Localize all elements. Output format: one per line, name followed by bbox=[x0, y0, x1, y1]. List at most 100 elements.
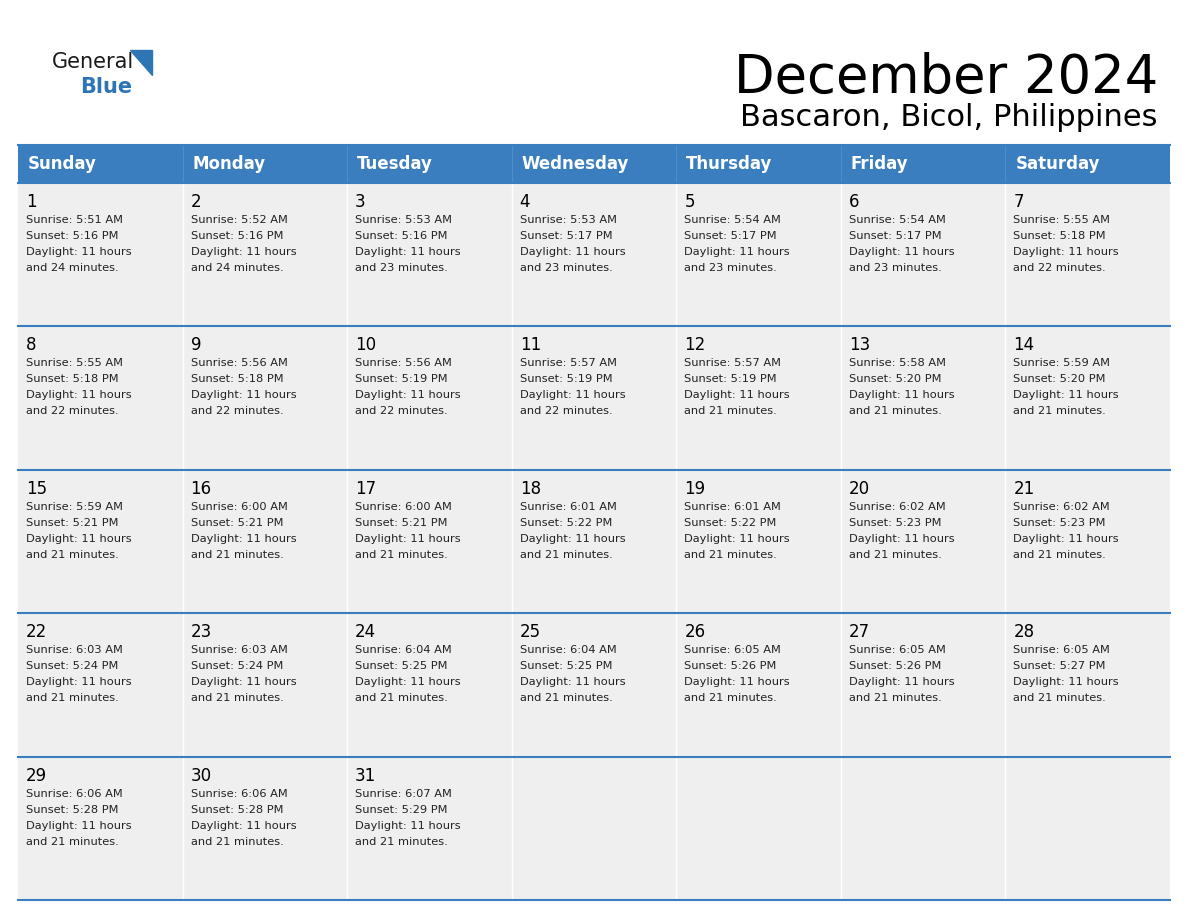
Text: Sunrise: 6:03 AM: Sunrise: 6:03 AM bbox=[190, 645, 287, 655]
Text: Sunset: 5:22 PM: Sunset: 5:22 PM bbox=[684, 518, 777, 528]
Text: Sunrise: 5:55 AM: Sunrise: 5:55 AM bbox=[1013, 215, 1111, 225]
Text: 25: 25 bbox=[519, 623, 541, 641]
Text: Sunset: 5:19 PM: Sunset: 5:19 PM bbox=[355, 375, 448, 385]
Text: Tuesday: Tuesday bbox=[358, 155, 432, 173]
Text: Sunrise: 6:05 AM: Sunrise: 6:05 AM bbox=[1013, 645, 1111, 655]
Text: and 21 minutes.: and 21 minutes. bbox=[190, 693, 283, 703]
Text: Sunset: 5:18 PM: Sunset: 5:18 PM bbox=[1013, 231, 1106, 241]
Text: Daylight: 11 hours: Daylight: 11 hours bbox=[519, 390, 625, 400]
Text: and 21 minutes.: and 21 minutes. bbox=[355, 836, 448, 846]
Text: and 22 minutes.: and 22 minutes. bbox=[355, 407, 448, 417]
Bar bbox=[183, 183, 347, 327]
Bar bbox=[676, 327, 841, 470]
Bar bbox=[841, 470, 1005, 613]
Text: 14: 14 bbox=[1013, 336, 1035, 354]
Text: 13: 13 bbox=[849, 336, 870, 354]
Text: Sunrise: 6:01 AM: Sunrise: 6:01 AM bbox=[684, 502, 782, 512]
Bar bbox=[841, 613, 1005, 756]
Bar bbox=[347, 756, 512, 900]
Text: Daylight: 11 hours: Daylight: 11 hours bbox=[26, 821, 132, 831]
Text: Sunrise: 6:00 AM: Sunrise: 6:00 AM bbox=[190, 502, 287, 512]
Text: and 21 minutes.: and 21 minutes. bbox=[26, 693, 119, 703]
Text: Daylight: 11 hours: Daylight: 11 hours bbox=[26, 247, 132, 257]
Bar bbox=[1005, 756, 1170, 900]
Text: 29: 29 bbox=[26, 767, 48, 785]
Text: 4: 4 bbox=[519, 193, 530, 211]
Text: Daylight: 11 hours: Daylight: 11 hours bbox=[190, 821, 296, 831]
Bar bbox=[512, 327, 676, 470]
Text: Daylight: 11 hours: Daylight: 11 hours bbox=[355, 677, 461, 688]
Text: 5: 5 bbox=[684, 193, 695, 211]
Text: Sunset: 5:23 PM: Sunset: 5:23 PM bbox=[849, 518, 941, 528]
Text: Sunset: 5:17 PM: Sunset: 5:17 PM bbox=[684, 231, 777, 241]
Text: Sunrise: 5:54 AM: Sunrise: 5:54 AM bbox=[684, 215, 782, 225]
Text: Sunrise: 5:52 AM: Sunrise: 5:52 AM bbox=[190, 215, 287, 225]
Text: and 21 minutes.: and 21 minutes. bbox=[684, 407, 777, 417]
Text: Sunset: 5:19 PM: Sunset: 5:19 PM bbox=[519, 375, 612, 385]
Text: and 21 minutes.: and 21 minutes. bbox=[26, 550, 119, 560]
Bar bbox=[18, 145, 1170, 183]
Text: Sunset: 5:21 PM: Sunset: 5:21 PM bbox=[355, 518, 448, 528]
Bar bbox=[18, 327, 183, 470]
Text: and 21 minutes.: and 21 minutes. bbox=[1013, 693, 1106, 703]
Text: Sunday: Sunday bbox=[29, 155, 97, 173]
Text: Friday: Friday bbox=[851, 155, 909, 173]
Text: and 24 minutes.: and 24 minutes. bbox=[26, 263, 119, 273]
Text: Daylight: 11 hours: Daylight: 11 hours bbox=[684, 390, 790, 400]
Text: 30: 30 bbox=[190, 767, 211, 785]
Text: Daylight: 11 hours: Daylight: 11 hours bbox=[519, 533, 625, 543]
Text: Monday: Monday bbox=[192, 155, 266, 173]
Text: and 21 minutes.: and 21 minutes. bbox=[849, 693, 942, 703]
Text: and 21 minutes.: and 21 minutes. bbox=[190, 550, 283, 560]
Text: Daylight: 11 hours: Daylight: 11 hours bbox=[519, 677, 625, 688]
Text: Sunrise: 5:56 AM: Sunrise: 5:56 AM bbox=[355, 358, 451, 368]
Bar bbox=[18, 470, 183, 613]
Text: and 23 minutes.: and 23 minutes. bbox=[684, 263, 777, 273]
Text: Daylight: 11 hours: Daylight: 11 hours bbox=[849, 677, 954, 688]
Bar bbox=[183, 613, 347, 756]
Text: and 24 minutes.: and 24 minutes. bbox=[190, 263, 283, 273]
Text: and 21 minutes.: and 21 minutes. bbox=[26, 836, 119, 846]
Text: 26: 26 bbox=[684, 623, 706, 641]
Bar bbox=[347, 183, 512, 327]
Text: December 2024: December 2024 bbox=[734, 52, 1158, 104]
Text: Sunrise: 6:05 AM: Sunrise: 6:05 AM bbox=[684, 645, 782, 655]
Text: Sunset: 5:20 PM: Sunset: 5:20 PM bbox=[1013, 375, 1106, 385]
Bar bbox=[183, 327, 347, 470]
Text: and 23 minutes.: and 23 minutes. bbox=[355, 263, 448, 273]
Text: Sunset: 5:20 PM: Sunset: 5:20 PM bbox=[849, 375, 941, 385]
Text: and 21 minutes.: and 21 minutes. bbox=[684, 693, 777, 703]
Bar bbox=[841, 327, 1005, 470]
Text: 6: 6 bbox=[849, 193, 859, 211]
Text: Daylight: 11 hours: Daylight: 11 hours bbox=[1013, 247, 1119, 257]
Bar bbox=[183, 470, 347, 613]
Text: Daylight: 11 hours: Daylight: 11 hours bbox=[190, 390, 296, 400]
Text: and 21 minutes.: and 21 minutes. bbox=[355, 550, 448, 560]
Text: and 21 minutes.: and 21 minutes. bbox=[849, 550, 942, 560]
Text: Daylight: 11 hours: Daylight: 11 hours bbox=[849, 390, 954, 400]
Text: Daylight: 11 hours: Daylight: 11 hours bbox=[355, 390, 461, 400]
Text: and 22 minutes.: and 22 minutes. bbox=[519, 407, 612, 417]
Text: Sunrise: 6:06 AM: Sunrise: 6:06 AM bbox=[190, 789, 287, 799]
Text: Sunrise: 6:04 AM: Sunrise: 6:04 AM bbox=[355, 645, 451, 655]
Text: Daylight: 11 hours: Daylight: 11 hours bbox=[190, 533, 296, 543]
Text: Sunrise: 5:59 AM: Sunrise: 5:59 AM bbox=[1013, 358, 1111, 368]
Bar bbox=[1005, 327, 1170, 470]
Text: Sunset: 5:16 PM: Sunset: 5:16 PM bbox=[190, 231, 283, 241]
Text: Sunrise: 6:07 AM: Sunrise: 6:07 AM bbox=[355, 789, 451, 799]
Text: Sunrise: 6:03 AM: Sunrise: 6:03 AM bbox=[26, 645, 122, 655]
Text: and 23 minutes.: and 23 minutes. bbox=[849, 263, 942, 273]
Text: and 21 minutes.: and 21 minutes. bbox=[1013, 407, 1106, 417]
Text: Sunset: 5:17 PM: Sunset: 5:17 PM bbox=[519, 231, 612, 241]
Text: Sunrise: 5:51 AM: Sunrise: 5:51 AM bbox=[26, 215, 124, 225]
Text: Daylight: 11 hours: Daylight: 11 hours bbox=[26, 390, 132, 400]
Text: 24: 24 bbox=[355, 623, 377, 641]
Text: Sunrise: 6:02 AM: Sunrise: 6:02 AM bbox=[1013, 502, 1110, 512]
Bar bbox=[841, 756, 1005, 900]
Text: Sunrise: 6:06 AM: Sunrise: 6:06 AM bbox=[26, 789, 122, 799]
Bar bbox=[1005, 613, 1170, 756]
Text: 16: 16 bbox=[190, 480, 211, 498]
Text: 18: 18 bbox=[519, 480, 541, 498]
Text: 8: 8 bbox=[26, 336, 37, 354]
Text: 22: 22 bbox=[26, 623, 48, 641]
